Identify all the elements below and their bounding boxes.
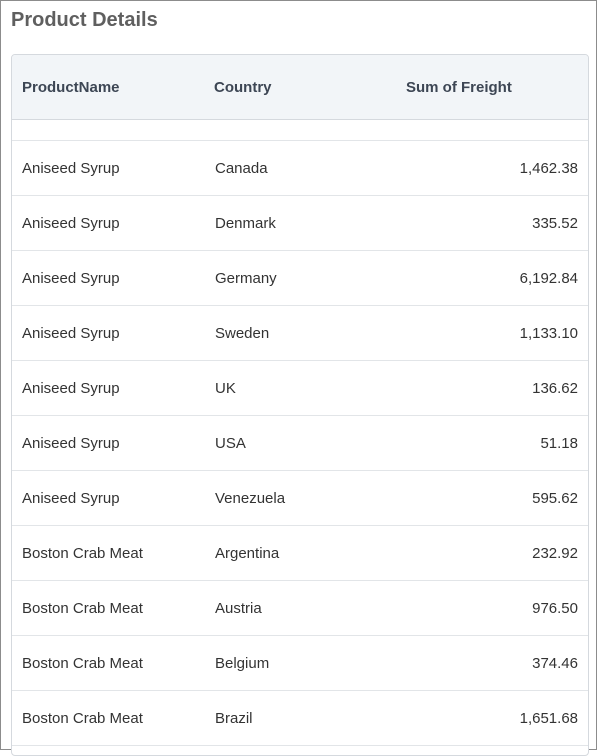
cell-sum-of-freight: 51.18 xyxy=(540,434,578,452)
cell-sum-of-freight: 1,462.38 xyxy=(519,159,578,177)
cell-sum-of-freight: 335.52 xyxy=(532,214,578,232)
cell-productname: Aniseed Syrup xyxy=(22,159,120,177)
cell-productname: Boston Crab Meat xyxy=(22,544,143,562)
cell-country: Brazil xyxy=(215,709,253,727)
cell-country: UK xyxy=(215,379,236,397)
cell-productname: Boston Crab Meat xyxy=(22,654,143,672)
cell-sum-of-freight: 6,192.84 xyxy=(519,269,578,287)
table-row[interactable]: Aniseed Syrup UK 136.62 xyxy=(12,361,588,416)
cell-sum-of-freight: 136.62 xyxy=(532,379,578,397)
column-header-country[interactable]: Country xyxy=(214,78,272,96)
table-row[interactable]: Aniseed Syrup Germany 6,192.84 xyxy=(12,251,588,306)
table-row[interactable]: Aniseed Syrup Denmark 335.52 xyxy=(12,196,588,251)
column-header-productname[interactable]: ProductName xyxy=(22,78,120,96)
table-row[interactable]: Boston Crab Meat Austria 976.50 xyxy=(12,581,588,636)
cell-country: USA xyxy=(215,434,246,452)
table-row[interactable]: Boston Crab Meat Argentina 232.92 xyxy=(12,526,588,581)
cell-productname: Boston Crab Meat xyxy=(22,709,143,727)
cell-productname: Aniseed Syrup xyxy=(22,269,120,287)
cell-sum-of-freight: 374.46 xyxy=(532,654,578,672)
cell-productname: Aniseed Syrup xyxy=(22,434,120,452)
table-row[interactable]: Aniseed Syrup USA 51.18 xyxy=(12,416,588,471)
cell-country: Denmark xyxy=(215,214,276,232)
cell-sum-of-freight: 1,651.68 xyxy=(519,709,578,727)
table-row[interactable]: Boston Crab Meat Belgium 374.46 xyxy=(12,636,588,691)
cell-sum-of-freight: 232.92 xyxy=(532,544,578,562)
table-row[interactable]: Aniseed Syrup Sweden 1,133.10 xyxy=(12,306,588,361)
cell-country: Argentina xyxy=(215,544,280,562)
cell-sum-of-freight: 1,133.10 xyxy=(519,324,578,342)
cell-sum-of-freight: 595.62 xyxy=(532,489,578,507)
grid-body: Aniseed Syrup Canada 1,462.38 Aniseed Sy… xyxy=(12,140,588,746)
cell-productname: Aniseed Syrup xyxy=(22,379,120,397)
grid-header: ProductName Country Sum of Freight xyxy=(12,55,588,120)
product-details-grid: ProductName Country Sum of Freight Anise… xyxy=(11,54,589,756)
panel-title: Product Details xyxy=(11,9,158,31)
cell-productname: Aniseed Syrup xyxy=(22,324,120,342)
cell-country: Venezuela xyxy=(215,489,286,507)
cell-country: Germany xyxy=(215,269,277,287)
cell-country: Austria xyxy=(215,599,262,617)
cell-productname: Boston Crab Meat xyxy=(22,599,143,617)
table-row[interactable]: Aniseed Syrup Venezuela 595.62 xyxy=(12,471,588,526)
table-row[interactable]: Boston Crab Meat Brazil 1,651.68 xyxy=(12,691,588,746)
cell-country: Belgium xyxy=(215,654,270,672)
table-row[interactable]: Aniseed Syrup Canada 1,462.38 xyxy=(12,141,588,196)
cell-country: Sweden xyxy=(215,324,270,342)
column-header-sum-of-freight[interactable]: Sum of Freight xyxy=(406,78,512,96)
cell-country: Canada xyxy=(215,159,268,177)
cell-productname: Aniseed Syrup xyxy=(22,214,120,232)
cell-sum-of-freight: 976.50 xyxy=(532,599,578,617)
cell-productname: Aniseed Syrup xyxy=(22,489,120,507)
